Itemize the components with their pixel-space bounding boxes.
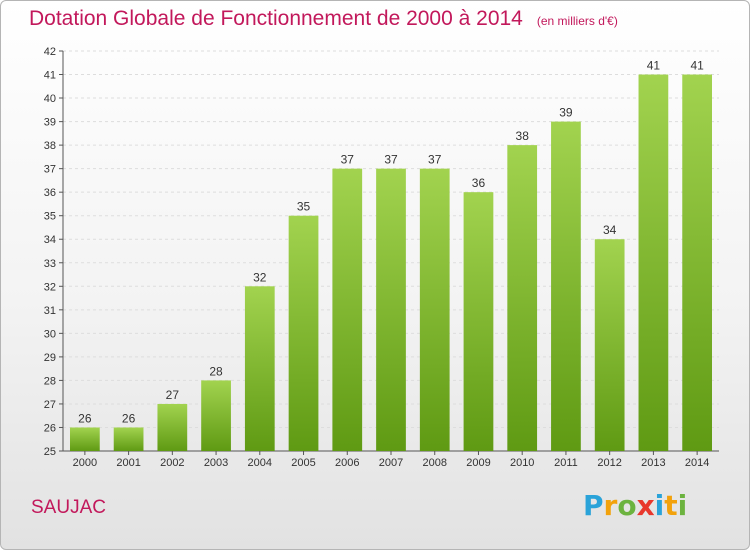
y-tick-label: 35 [44, 211, 56, 223]
bar-value-label: 39 [559, 106, 573, 120]
bar [463, 192, 494, 452]
y-tick-label: 27 [44, 399, 56, 411]
bar [244, 286, 275, 451]
bar-value-label: 38 [516, 129, 530, 143]
bar [332, 168, 363, 451]
y-tick-label: 39 [44, 117, 56, 129]
bar [288, 215, 319, 451]
bar [419, 168, 450, 451]
bar-value-label: 27 [166, 388, 180, 402]
bar-value-label: 37 [341, 153, 355, 167]
bar-value-label: 37 [428, 153, 442, 167]
y-tick-label: 29 [44, 352, 56, 364]
bar-value-label: 41 [690, 59, 704, 73]
x-tick-label: 2003 [204, 457, 228, 469]
bar [113, 427, 144, 451]
bar-value-label: 41 [647, 59, 661, 73]
y-tick-label: 37 [44, 164, 56, 176]
x-tick-label: 2007 [379, 457, 403, 469]
x-tick-label: 2000 [73, 457, 97, 469]
bar [376, 168, 406, 451]
x-tick-label: 2008 [422, 457, 446, 469]
chart-title: Dotation Globale de Fonctionnement de 20… [29, 7, 523, 30]
bar-value-label: 35 [297, 200, 311, 214]
bar [69, 427, 100, 451]
y-tick-label: 42 [44, 46, 56, 58]
bar [507, 145, 538, 451]
bar [638, 74, 669, 451]
x-tick-label: 2006 [335, 457, 359, 469]
bar-value-label: 34 [603, 223, 617, 237]
chart-subtitle: (en milliers d'€) [536, 14, 618, 28]
y-tick-label: 36 [44, 187, 56, 199]
x-tick-label: 2004 [248, 457, 272, 469]
y-tick-label: 38 [44, 140, 56, 152]
x-tick-label: 2005 [291, 457, 315, 469]
proxiti-logo: Proxiti [583, 489, 688, 522]
y-tick-label: 26 [44, 422, 56, 434]
y-tick-label: 28 [44, 375, 56, 387]
y-tick-label: 33 [44, 258, 56, 270]
bar-value-label: 26 [78, 411, 92, 425]
bar-value-label: 36 [472, 176, 486, 190]
bar [551, 121, 581, 452]
x-tick-label: 2002 [160, 457, 184, 469]
y-tick-label: 40 [44, 93, 56, 105]
bar-value-label: 37 [384, 153, 398, 167]
x-tick-label: 2001 [116, 457, 140, 469]
bar [201, 380, 231, 451]
y-tick-label: 25 [44, 446, 56, 458]
y-tick-label: 31 [44, 305, 56, 317]
bar-value-label: 28 [209, 364, 223, 378]
chart-title-block: Dotation Globale de Fonctionnement de 20… [29, 7, 618, 31]
x-tick-label: 2014 [685, 457, 709, 469]
x-tick-label: 2013 [641, 457, 665, 469]
x-tick-label: 2011 [554, 457, 578, 469]
x-tick-label: 2009 [466, 457, 490, 469]
y-tick-label: 34 [44, 234, 56, 246]
y-tick-label: 32 [44, 281, 56, 293]
bar [594, 239, 625, 451]
commune-name: SAUJAC [31, 497, 106, 518]
bar-value-label: 32 [253, 270, 267, 284]
bar-value-label: 26 [122, 411, 136, 425]
x-tick-label: 2010 [510, 457, 534, 469]
y-tick-label: 41 [44, 70, 56, 82]
x-tick-label: 2012 [597, 457, 621, 469]
y-tick-label: 30 [44, 328, 56, 340]
bar [157, 403, 188, 451]
bar [682, 74, 713, 451]
